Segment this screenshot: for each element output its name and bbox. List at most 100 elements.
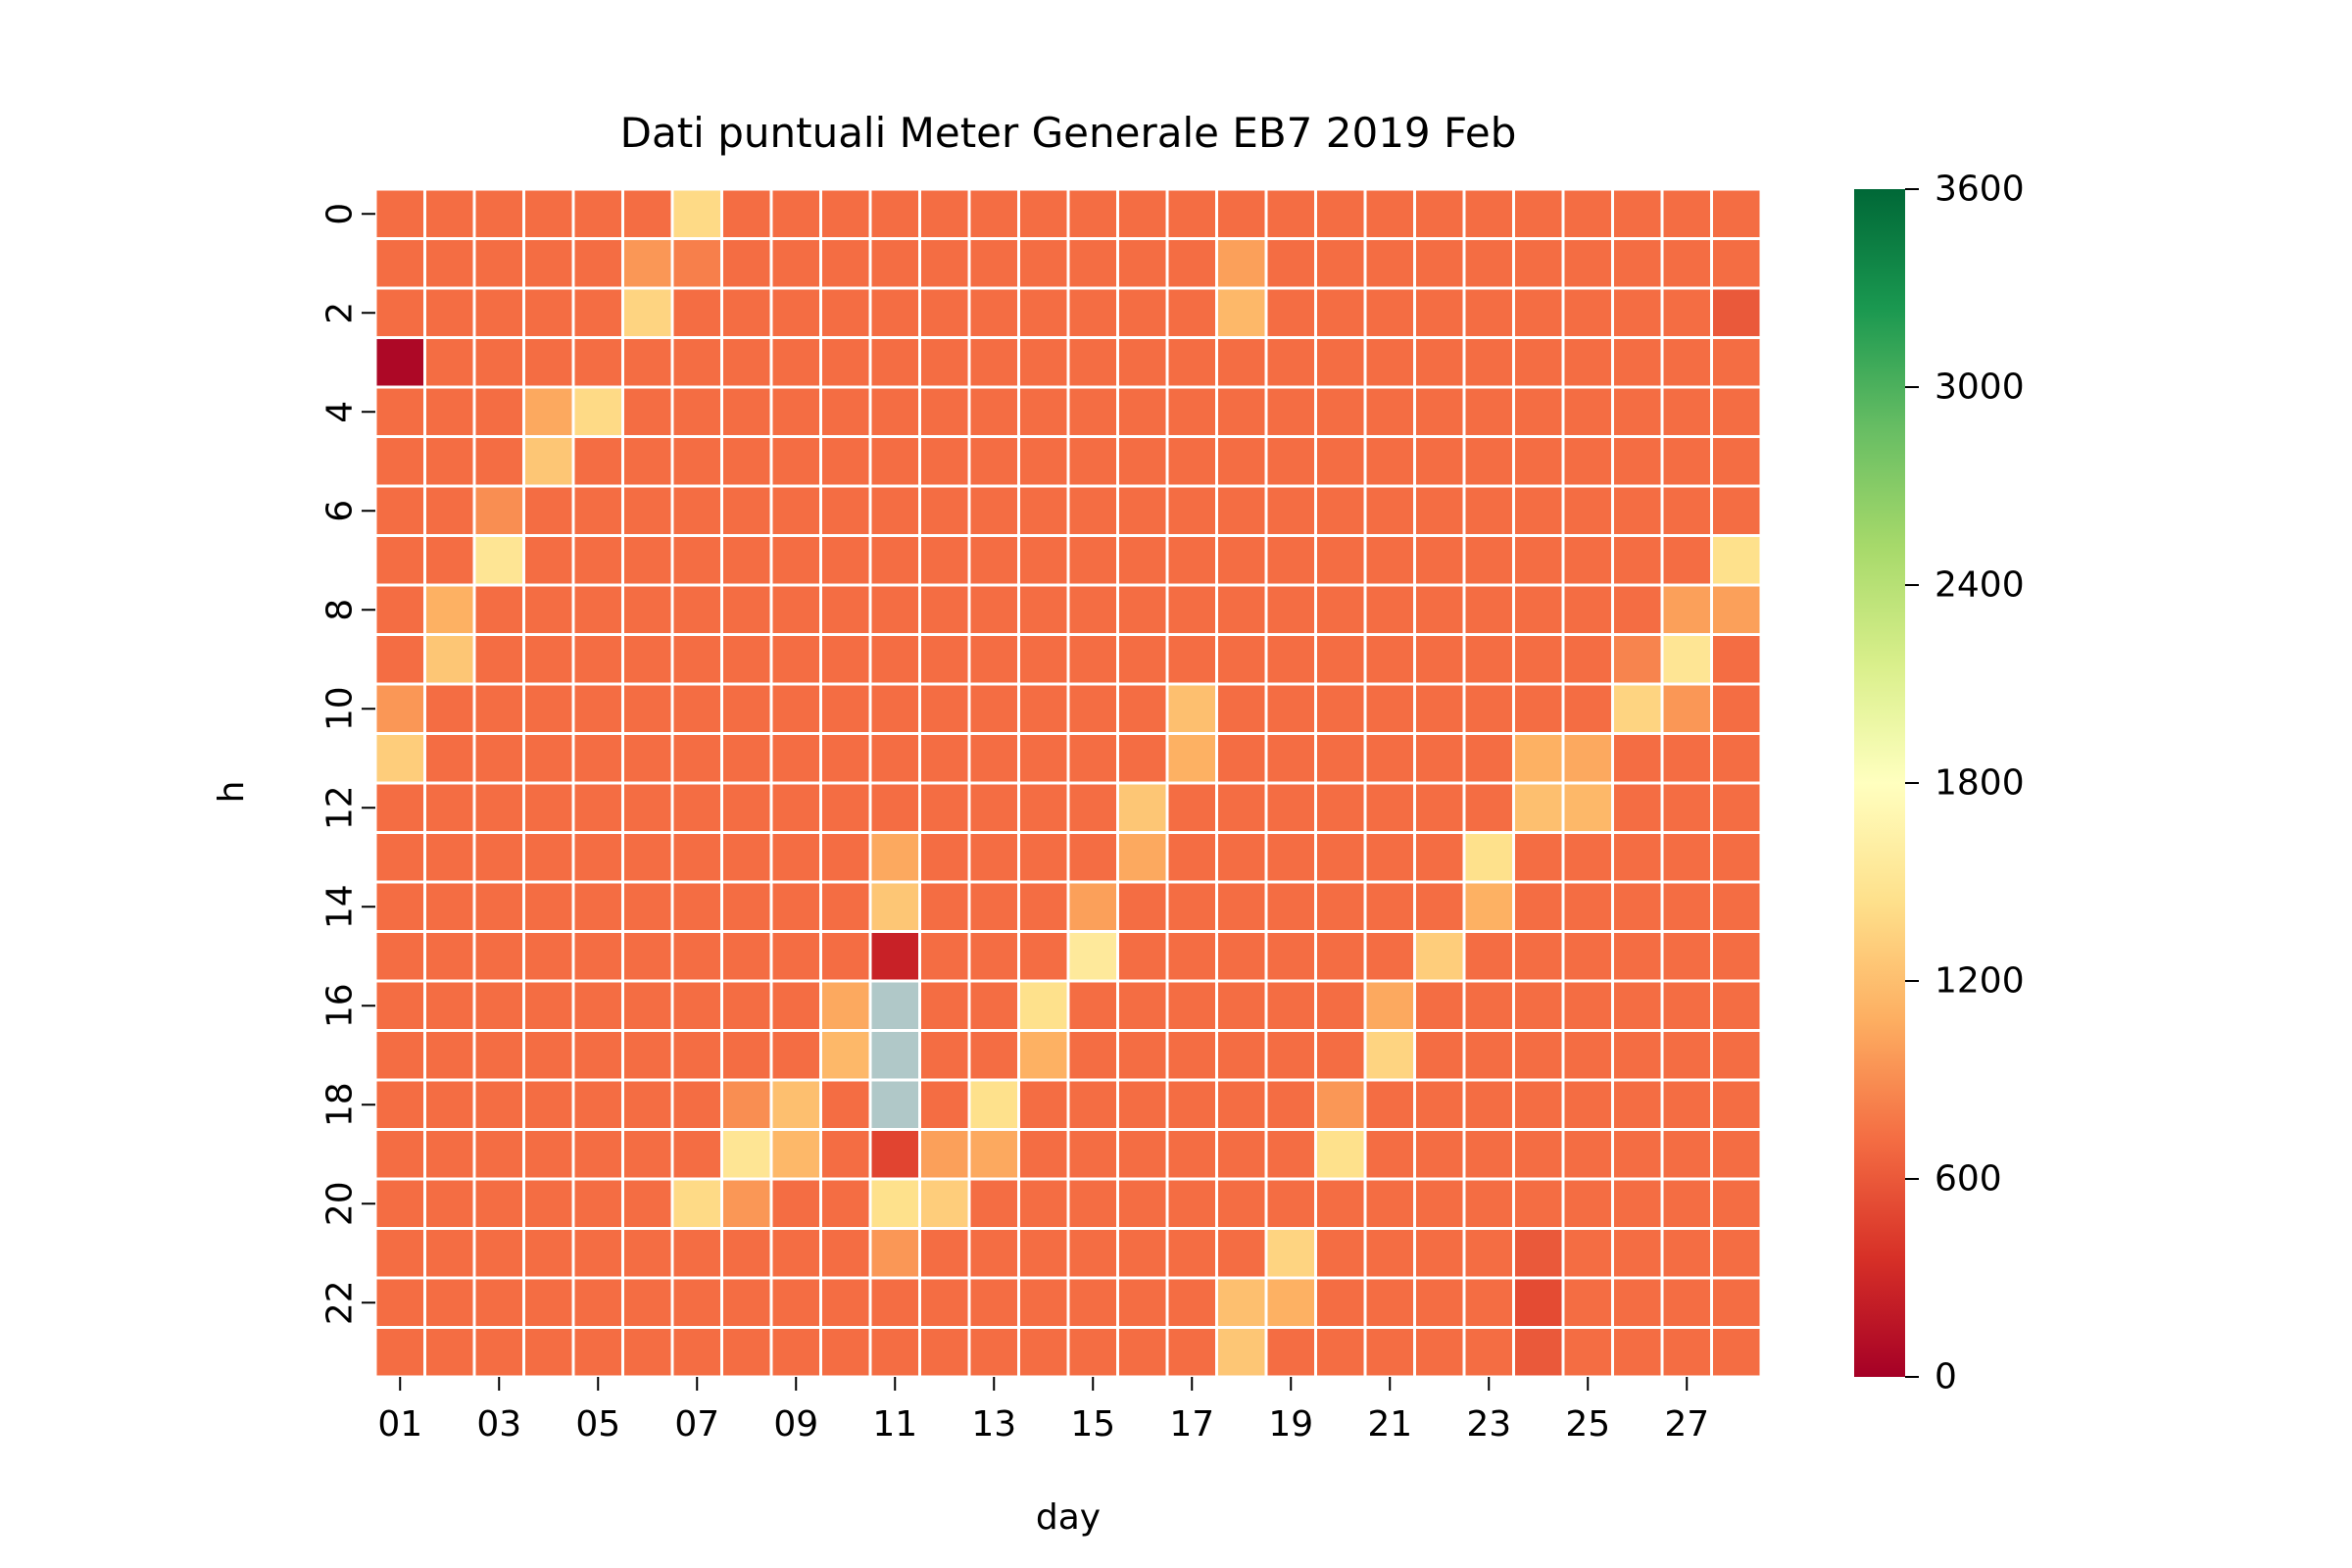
heatmap-cell-day09-h16	[769, 979, 822, 1032]
heatmap-cell-day25-h17	[1561, 1029, 1614, 1082]
heatmap-cell-day10-h22	[819, 1276, 872, 1329]
heatmap-cell-day12-h20	[918, 1177, 971, 1230]
heatmap-cell-day15-h7	[1066, 534, 1119, 587]
heatmap-cell-day27-h2	[1660, 286, 1713, 339]
heatmap-cell-day01-h23	[373, 1326, 426, 1379]
heatmap-cell-day14-h21	[1017, 1227, 1070, 1280]
heatmap-cell-day24-h11	[1512, 732, 1565, 785]
heatmap-cell-day01-h18	[373, 1078, 426, 1131]
heatmap-cell-day18-h9	[1215, 633, 1268, 686]
heatmap-cell-day18-h3	[1215, 336, 1268, 389]
heatmap-cell-day15-h21	[1066, 1227, 1119, 1280]
heatmap-cell-day10-h0	[819, 187, 872, 240]
heatmap-cell-day04-h11	[522, 732, 575, 785]
heatmap-cell-day06-h10	[621, 682, 674, 735]
heatmap-cell-day24-h5	[1512, 435, 1565, 488]
heatmap-cell-day15-h9	[1066, 633, 1119, 686]
heatmap-cell-day19-h18	[1264, 1078, 1317, 1131]
heatmap-cell-day19-h5	[1264, 435, 1317, 488]
heatmap-cell-day18-h10	[1215, 682, 1268, 735]
colorbar-tick-label: 0	[1935, 1357, 1957, 1397]
heatmap-cell-day04-h4	[522, 385, 575, 438]
heatmap-cell-day02-h20	[423, 1177, 476, 1230]
heatmap-cell-day22-h9	[1413, 633, 1466, 686]
heatmap-cell-day14-h23	[1017, 1326, 1070, 1379]
heatmap-cell-day27-h15	[1660, 930, 1713, 983]
heatmap-cell-day16-h13	[1116, 831, 1169, 884]
heatmap-cell-day24-h16	[1512, 979, 1565, 1032]
heatmap-cell-day27-h17	[1660, 1029, 1713, 1082]
heatmap-cell-day25-h21	[1561, 1227, 1614, 1280]
heatmap-cell-day23-h13	[1462, 831, 1515, 884]
heatmap-cell-day07-h23	[670, 1326, 723, 1379]
heatmap-cell-day05-h10	[571, 682, 624, 735]
heatmap-cell-day20-h7	[1314, 534, 1367, 587]
heatmap-cell-day13-h8	[967, 583, 1020, 636]
heatmap-cell-day02-h1	[423, 237, 476, 290]
heatmap-cell-day19-h13	[1264, 831, 1317, 884]
heatmap-cell-day04-h9	[522, 633, 575, 686]
heatmap-cell-day18-h23	[1215, 1326, 1268, 1379]
heatmap-cell-day04-h23	[522, 1326, 575, 1379]
heatmap-cell-day11-h15	[868, 930, 921, 983]
x-tick-label: 01	[377, 1404, 422, 1445]
heatmap-cell-day21-h22	[1363, 1276, 1416, 1329]
heatmap-cell-day02-h6	[423, 484, 476, 537]
heatmap-cell-day28-h7	[1710, 534, 1763, 587]
heatmap-cell-day05-h6	[571, 484, 624, 537]
heatmap-cell-day12-h17	[918, 1029, 971, 1082]
heatmap-cell-day11-h0	[868, 187, 921, 240]
heatmap-cell-day05-h19	[571, 1128, 624, 1181]
heatmap-cell-day13-h2	[967, 286, 1020, 339]
heatmap-cell-day11-h18	[868, 1078, 921, 1131]
heatmap-cell-day02-h10	[423, 682, 476, 735]
heatmap-cell-day12-h5	[918, 435, 971, 488]
heatmap-cell-day21-h5	[1363, 435, 1416, 488]
heatmap-cell-day11-h3	[868, 336, 921, 389]
heatmap-cell-day05-h16	[571, 979, 624, 1032]
heatmap-cell-day19-h22	[1264, 1276, 1317, 1329]
heatmap-cell-day08-h14	[720, 880, 773, 933]
heatmap-cell-day12-h15	[918, 930, 971, 983]
heatmap-cell-day06-h5	[621, 435, 674, 488]
heatmap-cell-day21-h1	[1363, 237, 1416, 290]
heatmap-cell-day14-h4	[1017, 385, 1070, 438]
heatmap-cell-day22-h1	[1413, 237, 1466, 290]
heatmap-cell-day24-h14	[1512, 880, 1565, 933]
heatmap-cell-day03-h22	[472, 1276, 525, 1329]
heatmap-cell-day24-h3	[1512, 336, 1565, 389]
x-tick-label: 09	[773, 1404, 818, 1445]
heatmap-cell-day16-h5	[1116, 435, 1169, 488]
heatmap-cell-day20-h19	[1314, 1128, 1367, 1181]
heatmap-cell-day20-h2	[1314, 286, 1367, 339]
heatmap-cell-day07-h22	[670, 1276, 723, 1329]
heatmap-cell-day10-h10	[819, 682, 872, 735]
heatmap-cell-day05-h2	[571, 286, 624, 339]
heatmap-cell-day25-h14	[1561, 880, 1614, 933]
heatmap-cell-day05-h4	[571, 385, 624, 438]
heatmap-cell-day12-h4	[918, 385, 971, 438]
heatmap-cell-day22-h23	[1413, 1326, 1466, 1379]
heatmap-cell-day09-h5	[769, 435, 822, 488]
heatmap-cell-day21-h2	[1363, 286, 1416, 339]
heatmap-cell-day24-h6	[1512, 484, 1565, 537]
heatmap-cell-day09-h1	[769, 237, 822, 290]
heatmap-cell-day24-h9	[1512, 633, 1565, 686]
heatmap-cell-day10-h15	[819, 930, 872, 983]
heatmap-cell-day25-h4	[1561, 385, 1614, 438]
heatmap-cell-day18-h7	[1215, 534, 1268, 587]
heatmap-cell-day05-h23	[571, 1326, 624, 1379]
heatmap-cell-day20-h23	[1314, 1326, 1367, 1379]
heatmap-cell-day11-h10	[868, 682, 921, 735]
heatmap-cell-day23-h18	[1462, 1078, 1515, 1131]
heatmap-cell-day01-h22	[373, 1276, 426, 1329]
heatmap-cell-day28-h17	[1710, 1029, 1763, 1082]
heatmap-cell-day02-h18	[423, 1078, 476, 1131]
heatmap-cell-day16-h8	[1116, 583, 1169, 636]
heatmap-cell-day24-h2	[1512, 286, 1565, 339]
heatmap-cell-day10-h14	[819, 880, 872, 933]
heatmap-cell-day03-h18	[472, 1078, 525, 1131]
heatmap-cell-day11-h2	[868, 286, 921, 339]
y-tick-label: 22	[320, 1280, 361, 1325]
heatmap-cell-day17-h17	[1165, 1029, 1218, 1082]
